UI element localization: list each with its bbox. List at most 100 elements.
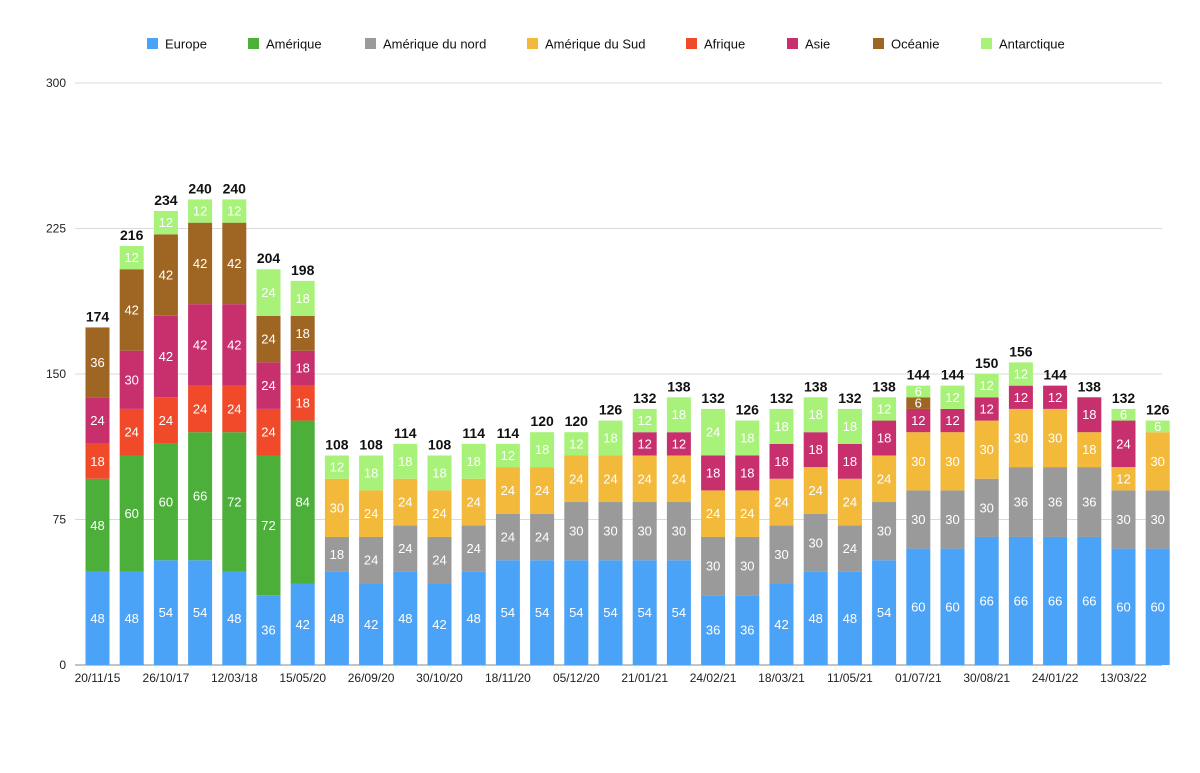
- x-tick-label: 13/03/22: [1100, 671, 1147, 685]
- legend-label: Asie: [805, 37, 830, 52]
- segment-value-label: 60: [124, 506, 138, 521]
- bar-total-label: 114: [394, 425, 417, 441]
- segment-value-label: 54: [569, 605, 583, 620]
- bar-segment: [1077, 467, 1102, 537]
- bar-segment: [461, 525, 486, 572]
- bar-segment: [1145, 420, 1170, 433]
- bar-total-label: 216: [120, 227, 144, 243]
- bars: 48 48 18 24 36 174 48 60 24 30 42 12 216 54 60 24 42 42 12…: [85, 180, 1170, 665]
- segment-value-label: 42: [364, 617, 378, 632]
- bar-stack: 42 24 24 18 108: [427, 436, 452, 665]
- segment-value-label: 24: [569, 471, 583, 486]
- segment-value-label: 60: [159, 495, 173, 510]
- bar-total-label: 114: [497, 425, 520, 441]
- bar-segment: [530, 467, 555, 514]
- segment-value-label: 42: [193, 337, 207, 352]
- bar-segment: [1008, 536, 1033, 665]
- segment-value-label: 24: [261, 332, 275, 347]
- segment-value-label: 24: [124, 425, 138, 440]
- bar-segment: [666, 560, 691, 665]
- bar-segment: [598, 420, 623, 456]
- segment-value-label: 66: [1082, 593, 1096, 608]
- bar-segment: [530, 513, 555, 561]
- segment-value-label: 42: [295, 617, 309, 632]
- bar-segment: [666, 432, 691, 456]
- bar-stack: 36 30 24 18 24 132: [701, 390, 726, 665]
- bar-segment: [564, 455, 589, 503]
- y-tick-label: 75: [53, 513, 67, 527]
- bar-segment: [324, 571, 349, 665]
- segment-value-label: 36: [1048, 495, 1062, 510]
- bar-stack: 54 30 24 12 120: [564, 413, 589, 665]
- bar-segment: [1077, 432, 1102, 468]
- segment-value-label: 12: [569, 436, 583, 451]
- bar-segment: [85, 478, 110, 572]
- segment-value-label: 42: [159, 268, 173, 283]
- bar-segment: [495, 467, 520, 514]
- bar-stack: 48 24 24 18 114: [393, 425, 418, 665]
- segment-value-label: 30: [1150, 512, 1164, 527]
- segment-value-label: 30: [774, 547, 788, 562]
- legend-label: Amérique: [266, 37, 322, 52]
- bar-stack: 42 30 24 18 18 132: [769, 390, 794, 665]
- bar-segment: [495, 513, 520, 561]
- bar-segment: [769, 443, 794, 479]
- legend-swatch: [873, 38, 884, 49]
- bar-segment: [632, 502, 657, 561]
- bar-stack: 54 24 24 18 120: [530, 413, 555, 665]
- bar-stack: 48 18 30 12 108: [324, 436, 349, 665]
- bar-segment: [85, 443, 110, 479]
- segment-value-label: 30: [124, 372, 138, 387]
- bar-stack: 36 72 24 24 24 24 204: [256, 250, 281, 665]
- bar-total-label: 126: [736, 402, 760, 418]
- segment-value-label: 18: [466, 454, 480, 469]
- segment-value-label: 24: [672, 471, 686, 486]
- bar-segment: [222, 385, 247, 433]
- legend-item: Asie: [787, 37, 830, 52]
- segment-value-label: 66: [193, 489, 207, 504]
- bar-segment: [290, 385, 315, 421]
- bar-stack: 36 30 24 18 18 126: [735, 402, 760, 665]
- segment-value-label: 24: [808, 483, 822, 498]
- segment-value-label: 48: [90, 611, 104, 626]
- segment-value-label: 66: [1048, 593, 1062, 608]
- segment-value-label: 12: [1014, 367, 1028, 382]
- bar-segment: [1145, 432, 1170, 491]
- segment-value-label: 30: [569, 524, 583, 539]
- segment-value-label: 72: [261, 518, 275, 533]
- bar-stack: 42 24 24 18 108: [359, 436, 384, 665]
- segment-value-label: 12: [501, 448, 515, 463]
- bar-total-label: 174: [86, 308, 110, 324]
- legend: Europe Amérique Amérique du nord Amérique d…: [147, 37, 1065, 52]
- legend-label: Afrique: [704, 37, 745, 52]
- segment-value-label: 18: [398, 454, 412, 469]
- segment-value-label: 48: [398, 611, 412, 626]
- bar-total-label: 240: [223, 180, 247, 196]
- segment-value-label: 24: [843, 495, 857, 510]
- bar-segment: [1145, 490, 1170, 549]
- bar-segment: [769, 478, 794, 526]
- bar-total-label: 132: [701, 390, 725, 406]
- y-tick-label: 300: [46, 76, 66, 90]
- bar-segment: [256, 362, 281, 409]
- bar-total-label: 144: [1043, 367, 1067, 383]
- segment-value-label: 12: [1048, 390, 1062, 405]
- bar-segment: [153, 211, 178, 235]
- y-tick-label: 0: [59, 658, 66, 672]
- bar-total-label: 138: [872, 378, 896, 394]
- segment-value-label: 18: [295, 326, 309, 341]
- bar-segment: [872, 420, 897, 456]
- segment-value-label: 66: [1014, 593, 1028, 608]
- segment-value-label: 66: [979, 593, 993, 608]
- segment-value-label: 18: [740, 431, 754, 446]
- legend-item: Afrique: [686, 37, 745, 52]
- segment-value-label: 54: [501, 605, 515, 620]
- segment-value-label: 30: [911, 512, 925, 527]
- segment-value-label: 18: [295, 396, 309, 411]
- segment-value-label: 24: [466, 495, 480, 510]
- bar-total-label: 144: [907, 367, 931, 383]
- segment-value-label: 36: [90, 355, 104, 370]
- segment-value-label: 36: [1014, 495, 1028, 510]
- bar-segment: [427, 455, 452, 491]
- bar-segment: [906, 548, 931, 665]
